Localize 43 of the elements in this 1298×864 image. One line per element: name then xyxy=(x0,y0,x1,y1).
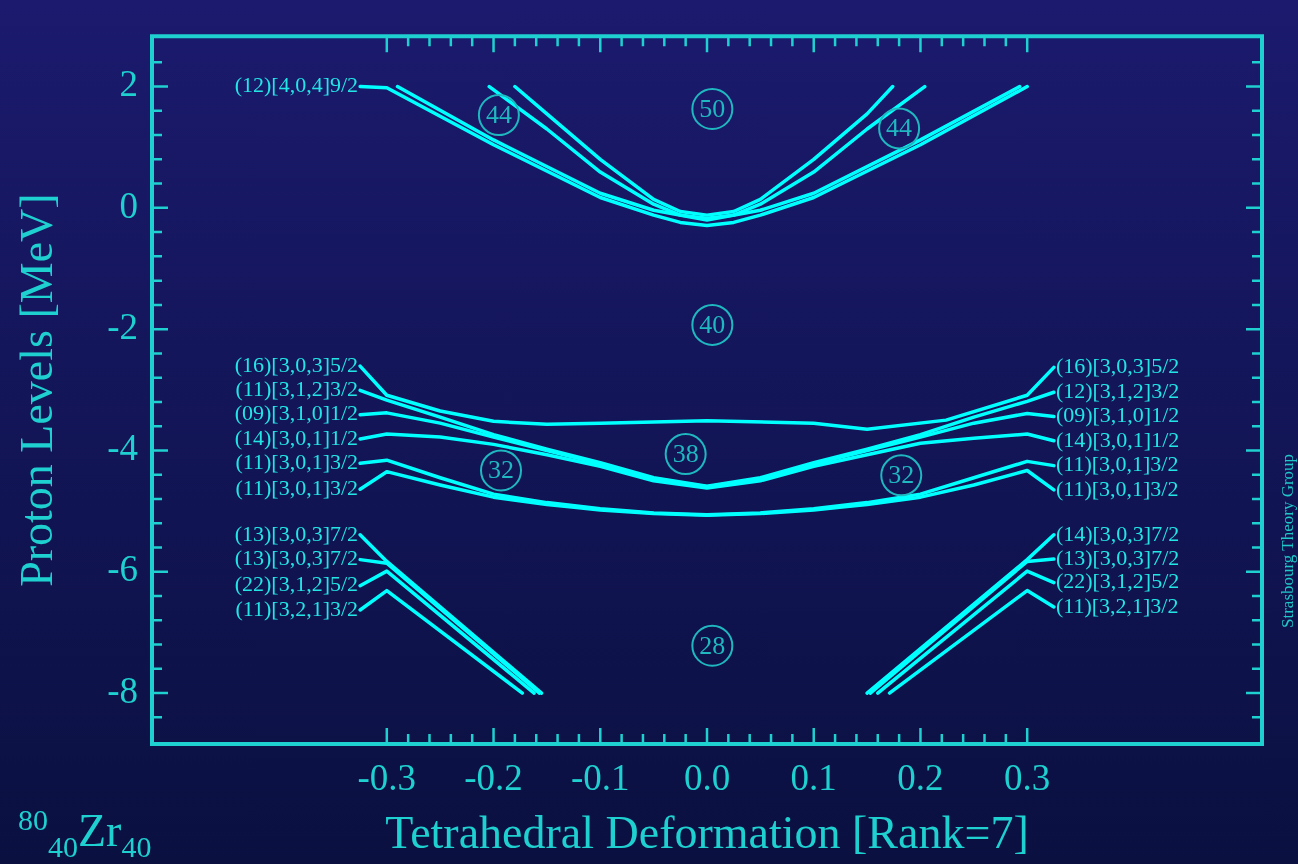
x-tick-label: 0.2 xyxy=(897,756,944,798)
y-tick-label: -2 xyxy=(107,305,138,347)
y-tick-label: 2 xyxy=(119,63,138,105)
x-tick-label: -0.2 xyxy=(464,756,523,798)
annotation: 44 xyxy=(886,113,913,143)
y-tick-label: -4 xyxy=(107,427,138,469)
annotation: 32 xyxy=(888,460,915,490)
annotation: (14)[3,0,1]1/2 xyxy=(1055,426,1180,452)
x-tick-label: 0.3 xyxy=(1004,756,1051,798)
annotation: (22)[3,1,2]5/2 xyxy=(234,571,359,597)
annotation: 32 xyxy=(488,455,515,485)
annotation: (13)[3,0,3]7/2 xyxy=(234,545,359,571)
annotation: (12)[4,0,4]9/2 xyxy=(234,72,359,98)
annotation: 28 xyxy=(699,630,726,660)
x-tick-label: -0.1 xyxy=(570,756,630,798)
annotation: (11)[3,0,1]3/2 xyxy=(235,475,359,501)
x-tick-label: 0.1 xyxy=(790,756,837,798)
annotation: (14)[3,0,1]1/2 xyxy=(234,424,359,450)
annotation: (16)[3,0,3]5/2 xyxy=(1055,353,1180,379)
annotation: 38 xyxy=(672,438,699,468)
annotation: (11)[3,2,1]3/2 xyxy=(235,595,359,621)
y-tick-label: -8 xyxy=(107,669,138,711)
annotation: (11)[3,0,1]3/2 xyxy=(1055,475,1179,501)
y-axis-title: Proton Levels [MeV] xyxy=(10,193,62,587)
annotation: (14)[3,0,3]7/2 xyxy=(1055,520,1180,546)
x-tick-label: -0.3 xyxy=(357,756,417,798)
annotation: 44 xyxy=(485,99,512,129)
y-tick-label: 0 xyxy=(119,184,138,226)
annotation: (16)[3,0,3]5/2 xyxy=(234,351,359,377)
annotation: (11)[3,0,1]3/2 xyxy=(1055,451,1179,477)
text: Strasbourg Theory Group xyxy=(1278,453,1298,628)
annotation: (11)[3,2,1]3/2 xyxy=(1055,592,1179,618)
x-axis-title: Tetrahedral Deformation [Rank=7] xyxy=(385,807,1029,859)
annotation: (12)[3,1,2]3/2 xyxy=(1055,378,1180,403)
annotation: (09)[3,1,0]1/2 xyxy=(1055,402,1180,428)
annotation: (13)[3,0,3]7/2 xyxy=(234,520,359,546)
annotation: 40 xyxy=(699,309,726,339)
annotation: 50 xyxy=(699,93,726,123)
x-tick-label: 0.0 xyxy=(683,756,731,798)
annotation: (09)[3,1,0]1/2 xyxy=(234,400,359,426)
annotation: (11)[3,1,2]3/2 xyxy=(235,376,359,402)
annotation: (11)[3,0,1]3/2 xyxy=(235,448,359,474)
y-tick-label: -6 xyxy=(107,548,138,590)
